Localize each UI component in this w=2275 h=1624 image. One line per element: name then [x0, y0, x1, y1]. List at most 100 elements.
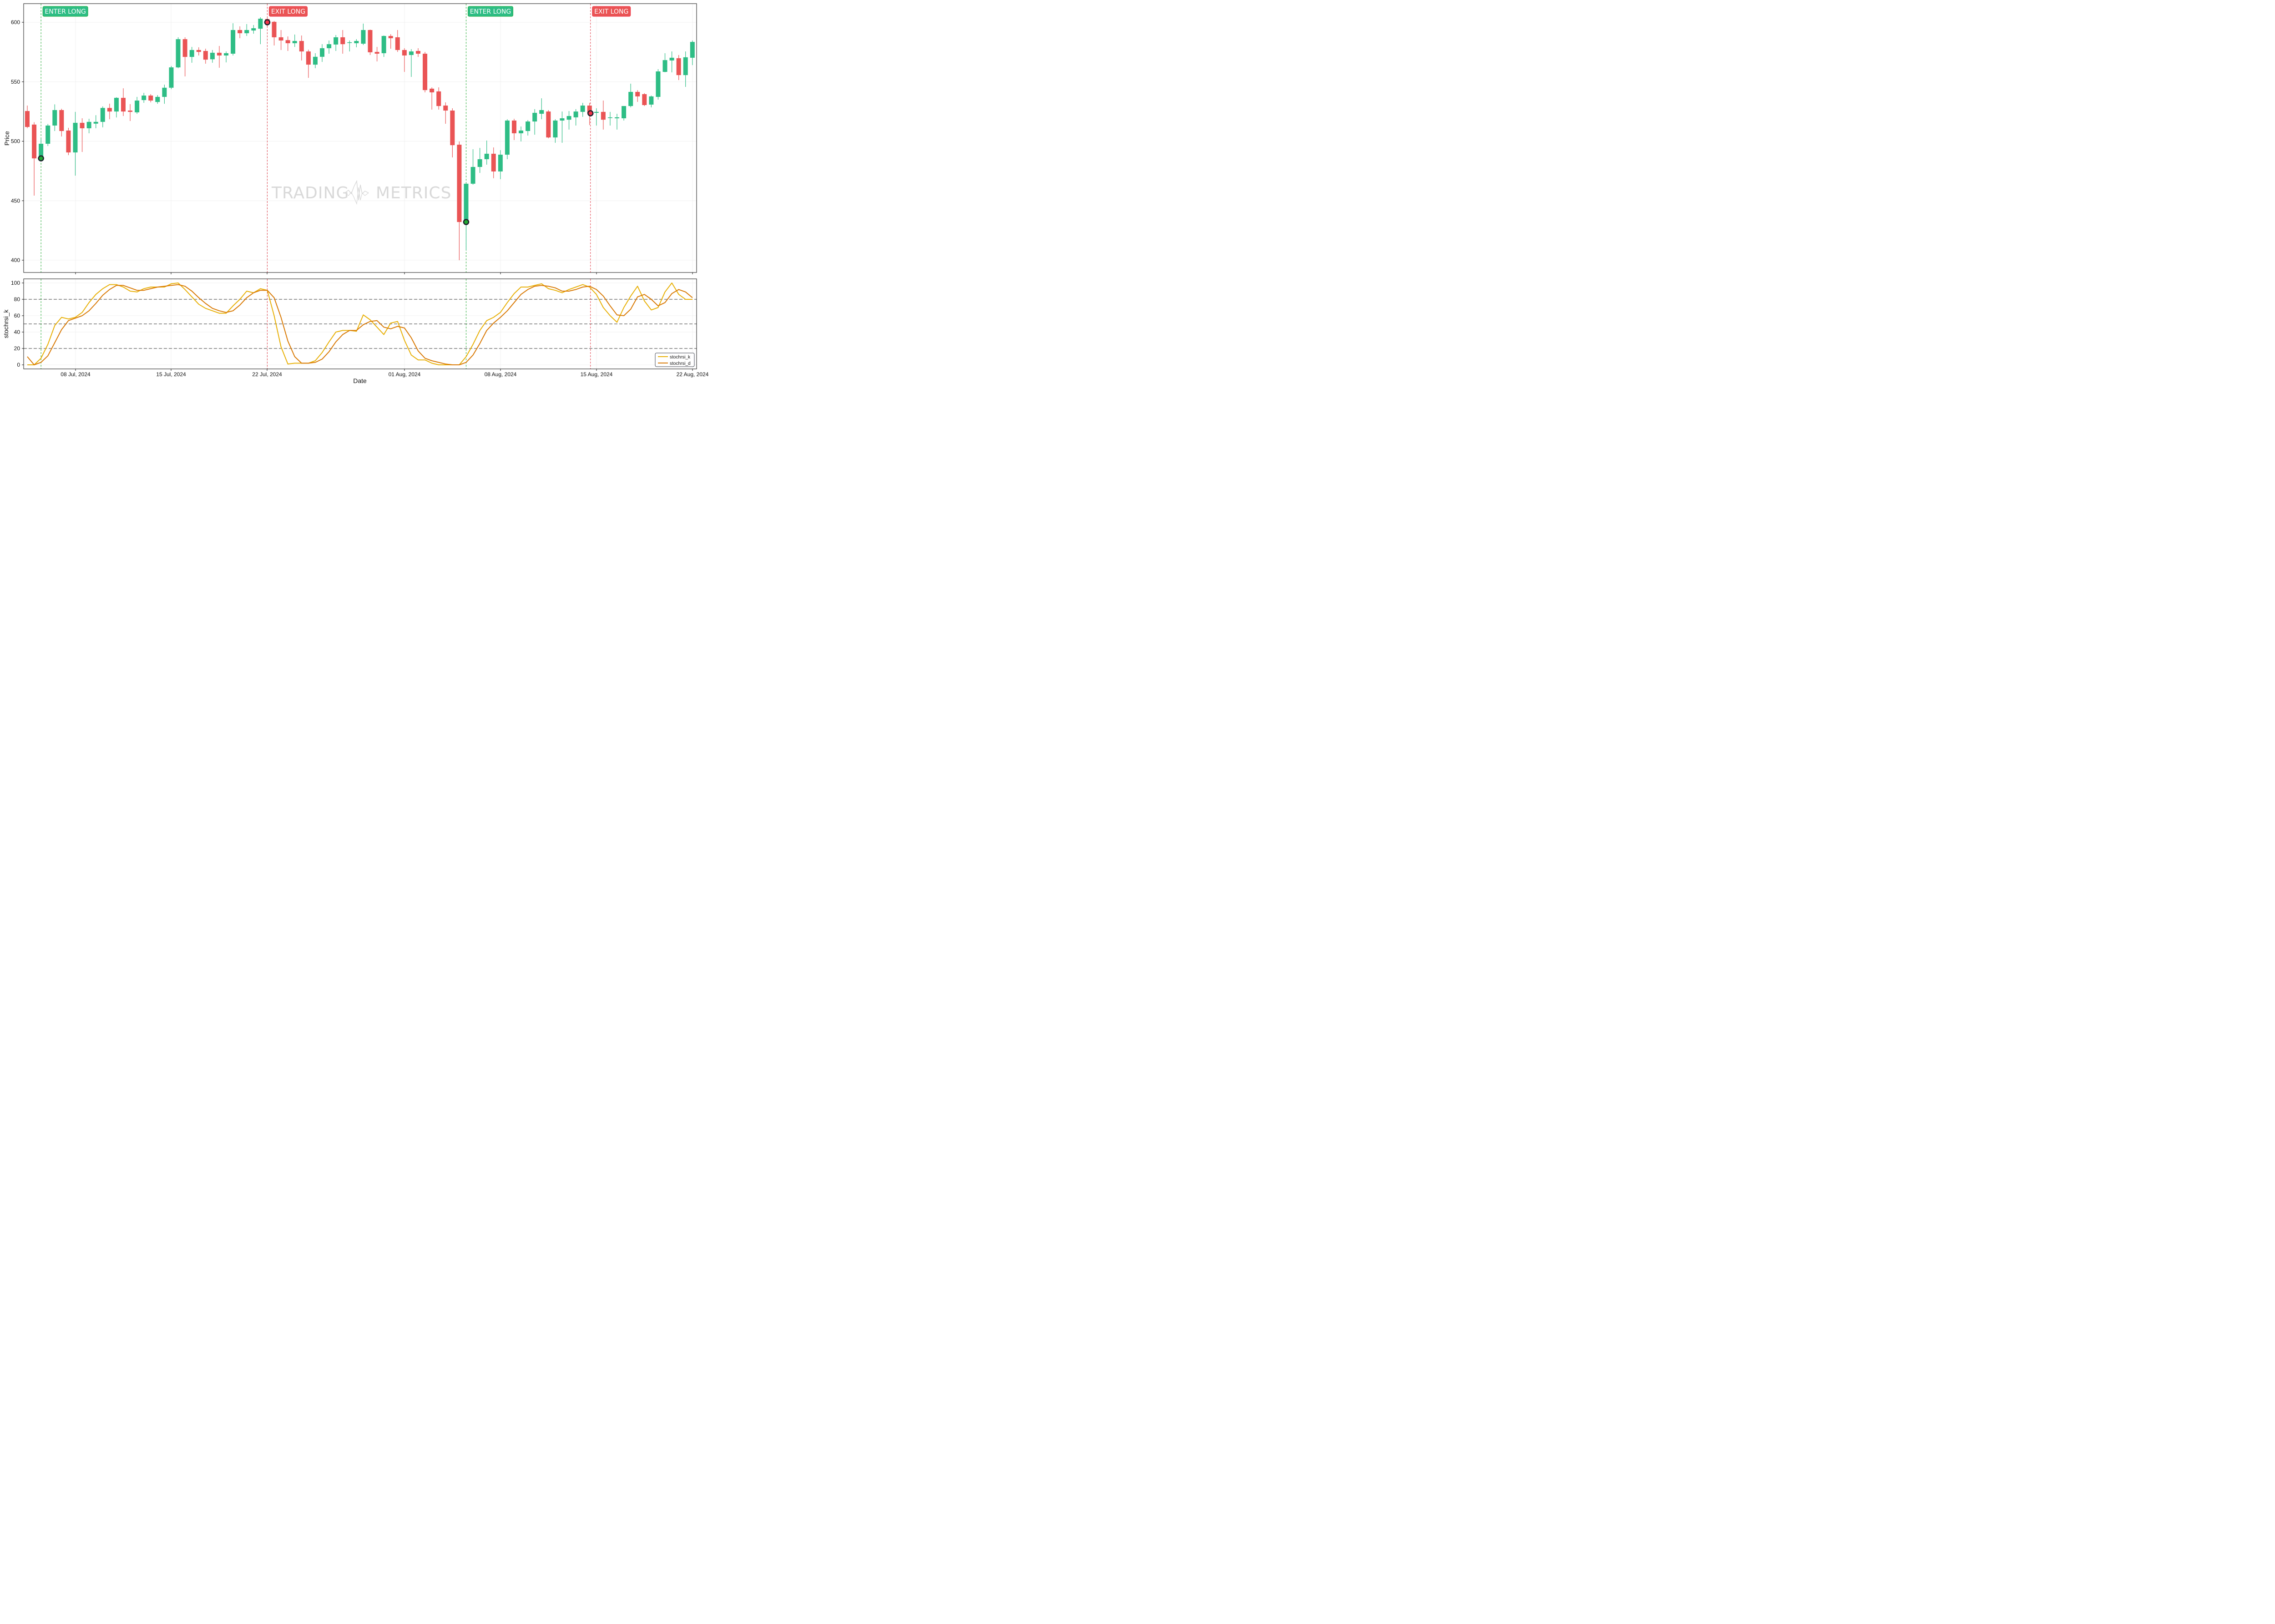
stochrsi_d-line — [27, 284, 693, 365]
price-axis-label: Price — [3, 131, 10, 146]
price-plot-frame — [23, 3, 697, 273]
date-tick-label: 08 Jul, 2024 — [61, 371, 91, 378]
candle — [272, 21, 277, 45]
candle — [477, 148, 482, 173]
waveform-logo-icon — [344, 180, 369, 205]
x-axis: 08 Jul, 2024 15 Jul, 2024 22 Jul, 2024 01 A… — [61, 369, 709, 378]
candle — [340, 30, 345, 54]
signal-label-text: EXIT LONG — [594, 8, 628, 15]
signal-label-text: ENTER LONG — [470, 8, 511, 15]
candle — [169, 66, 174, 89]
candle — [484, 140, 489, 165]
price-tick-label: 550 — [11, 79, 20, 85]
stoch-signal-lines — [40, 279, 591, 369]
candle — [73, 111, 78, 176]
candle — [560, 111, 565, 143]
candle — [162, 85, 167, 104]
price-panel: TRADING METRICS ENTER LONG EXIT LONG ENTER… — [3, 3, 697, 274]
date-tick-label: 08 Aug, 2024 — [485, 371, 517, 378]
candle — [251, 25, 256, 34]
enter-marker-icon — [38, 155, 44, 161]
candle — [450, 108, 455, 158]
legend: stochrsi_k stochrsi_d — [655, 353, 695, 367]
candle — [80, 118, 85, 152]
candle — [299, 35, 304, 61]
exit-marker-icon — [264, 19, 271, 25]
enter-long-label: ENTER LONG — [42, 6, 88, 17]
exit-long-label: EXIT LONG — [268, 6, 308, 17]
candle — [189, 47, 194, 63]
stoch-tick-label: 0 — [17, 362, 20, 368]
stoch-tick-label: 80 — [14, 296, 20, 303]
candle — [635, 90, 640, 102]
candle — [457, 141, 462, 260]
candle — [580, 103, 585, 117]
enter-long-label: ENTER LONG — [467, 6, 513, 17]
candle — [285, 36, 290, 51]
candle — [238, 26, 243, 39]
price-plot-area — [24, 4, 697, 272]
candle — [615, 114, 620, 130]
candle — [546, 110, 551, 138]
candle — [601, 101, 606, 130]
signal-label-text: EXIT LONG — [271, 8, 305, 15]
candle — [217, 46, 222, 68]
candle — [607, 111, 612, 126]
candle — [93, 115, 98, 128]
price-tick-label: 500 — [11, 138, 20, 145]
candle — [415, 48, 420, 57]
stoch-series — [27, 282, 693, 365]
price-tick-label: 400 — [11, 257, 20, 263]
candle — [526, 120, 531, 136]
candle — [224, 51, 229, 63]
chart-canvas: TRADING METRICS ENTER LONG EXIT LONG ENTER… — [2, 3, 709, 384]
candle — [196, 47, 201, 55]
candle — [395, 30, 400, 52]
candle — [46, 124, 51, 146]
date-tick-label: 15 Aug, 2024 — [581, 371, 613, 378]
stoch-y-axis: 100 80 60 40 20 0 — [11, 280, 24, 368]
candle — [436, 87, 441, 110]
candle — [423, 52, 428, 93]
candle — [553, 119, 558, 143]
candle — [114, 97, 119, 118]
candle — [203, 49, 208, 64]
date-tick-label: 22 Aug, 2024 — [677, 371, 709, 378]
candle — [669, 51, 674, 73]
candle — [511, 119, 516, 140]
candle — [662, 53, 667, 72]
date-tick-label: 15 Jul, 2024 — [156, 371, 186, 378]
candle — [313, 53, 318, 68]
candle — [278, 30, 283, 50]
candle — [182, 37, 187, 76]
candle — [306, 50, 311, 78]
candle — [464, 183, 469, 251]
candle — [66, 127, 71, 156]
candle — [292, 34, 297, 47]
signal-labels: ENTER LONG EXIT LONG ENTER LONG EXIT LONG — [42, 6, 631, 17]
candle — [244, 24, 249, 36]
candle — [128, 104, 133, 121]
date-tick-label: 22 Jul, 2024 — [252, 371, 282, 378]
candle — [320, 44, 325, 62]
stoch-tick-label: 40 — [14, 329, 20, 335]
candle — [354, 39, 359, 47]
candle — [374, 47, 379, 62]
candlesticks — [25, 17, 695, 260]
candle — [443, 102, 448, 124]
candle — [690, 40, 695, 66]
candle — [642, 93, 647, 106]
candle — [566, 111, 571, 130]
candle — [347, 40, 352, 52]
enter-marker-icon — [463, 219, 470, 225]
candle — [409, 49, 414, 77]
candle — [656, 69, 661, 100]
candle — [32, 122, 37, 196]
price-x-ticks — [75, 272, 693, 274]
candle — [491, 147, 496, 178]
candle — [361, 23, 366, 45]
watermark-right-text: METRICS — [376, 184, 451, 202]
candle — [334, 35, 339, 51]
stochrsi_k-line — [27, 282, 693, 365]
legend-label-k: stochrsi_k — [670, 355, 691, 360]
